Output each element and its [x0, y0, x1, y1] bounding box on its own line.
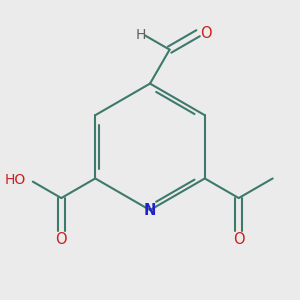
- Text: HO: HO: [5, 173, 26, 188]
- Text: O: O: [200, 26, 212, 41]
- Text: O: O: [56, 232, 67, 247]
- Text: H: H: [135, 28, 146, 42]
- Text: O: O: [233, 232, 244, 247]
- Text: N: N: [144, 202, 156, 217]
